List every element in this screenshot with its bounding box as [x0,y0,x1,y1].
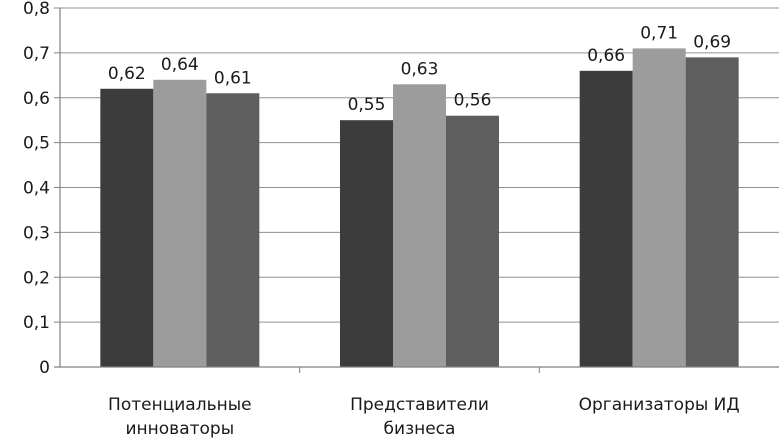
y-tick-label: 0 [39,358,50,378]
data-label: 0,71 [640,23,678,43]
bar [153,79,207,368]
bar [446,115,499,367]
data-label: 0,64 [161,55,199,75]
y-tick-label: 0,8 [23,0,50,19]
y-tick-labels: 0 0,1 0,2 0,3 0,4 0,5 0,6 0,7 0,8 [23,0,50,378]
data-label: 0,61 [214,68,252,88]
category-label: Потенциальные [108,395,252,415]
bar [340,120,393,367]
y-tick-label: 0,6 [23,89,50,109]
bar [579,70,633,367]
data-label: 0,56 [454,91,492,111]
bar [632,48,686,367]
y-tick-label: 0,2 [23,268,50,288]
data-labels: 0,62 0,64 0,61 0,55 0,63 0,56 0,66 0,71 0,69 [108,23,731,115]
category-label: Организаторы ИД [579,395,740,415]
bar [206,93,260,367]
bar [393,84,446,367]
data-label: 0,63 [401,59,439,79]
axes [54,7,779,373]
bar [685,57,739,368]
y-tick-label: 0,5 [23,134,50,154]
bar [100,88,154,368]
y-tick-label: 0,3 [23,223,50,243]
data-label: 0,66 [587,46,625,66]
data-label: 0,55 [348,95,386,115]
category-label: инноваторы [126,419,235,439]
bars [100,48,739,368]
data-label: 0,62 [108,64,146,84]
category-labels: Потенциальные инноваторы Представители бизн… [108,395,740,439]
y-tick-label: 0,7 [23,44,50,64]
y-tick-label: 0,4 [23,179,50,199]
category-label: Представители [350,395,489,415]
data-label: 0,69 [693,32,731,52]
category-label: бизнеса [384,419,456,439]
y-tick-label: 0,1 [23,313,50,333]
